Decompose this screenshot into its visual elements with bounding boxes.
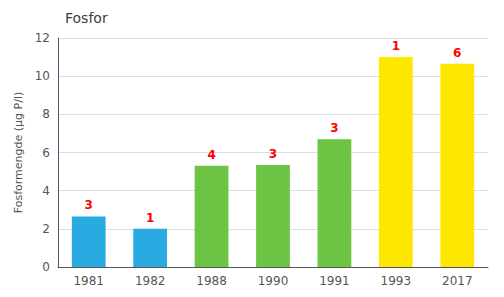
svg-text:8: 8 bbox=[42, 107, 50, 121]
svg-text:Fosformengde (µg P/l): Fosformengde (µg P/l) bbox=[12, 92, 25, 213]
svg-text:1: 1 bbox=[146, 211, 154, 225]
svg-text:4: 4 bbox=[42, 184, 50, 198]
svg-text:2: 2 bbox=[42, 222, 50, 236]
svg-text:0: 0 bbox=[42, 260, 50, 274]
svg-text:1: 1 bbox=[392, 39, 400, 53]
svg-text:10: 10 bbox=[35, 69, 50, 83]
svg-text:1988: 1988 bbox=[196, 274, 227, 288]
svg-text:12: 12 bbox=[35, 31, 50, 45]
svg-text:1991: 1991 bbox=[319, 274, 350, 288]
svg-text:1982: 1982 bbox=[135, 274, 166, 288]
svg-text:2017: 2017 bbox=[442, 274, 473, 288]
svg-text:3: 3 bbox=[85, 198, 93, 212]
svg-text:4: 4 bbox=[207, 148, 215, 162]
svg-text:Fosfor: Fosfor bbox=[65, 10, 108, 26]
svg-text:3: 3 bbox=[330, 121, 338, 135]
svg-text:6: 6 bbox=[42, 146, 50, 160]
svg-text:1993: 1993 bbox=[381, 274, 412, 288]
svg-text:1990: 1990 bbox=[258, 274, 289, 288]
svg-text:1981: 1981 bbox=[73, 274, 104, 288]
svg-text:6: 6 bbox=[453, 46, 461, 60]
svg-text:3: 3 bbox=[269, 147, 277, 161]
